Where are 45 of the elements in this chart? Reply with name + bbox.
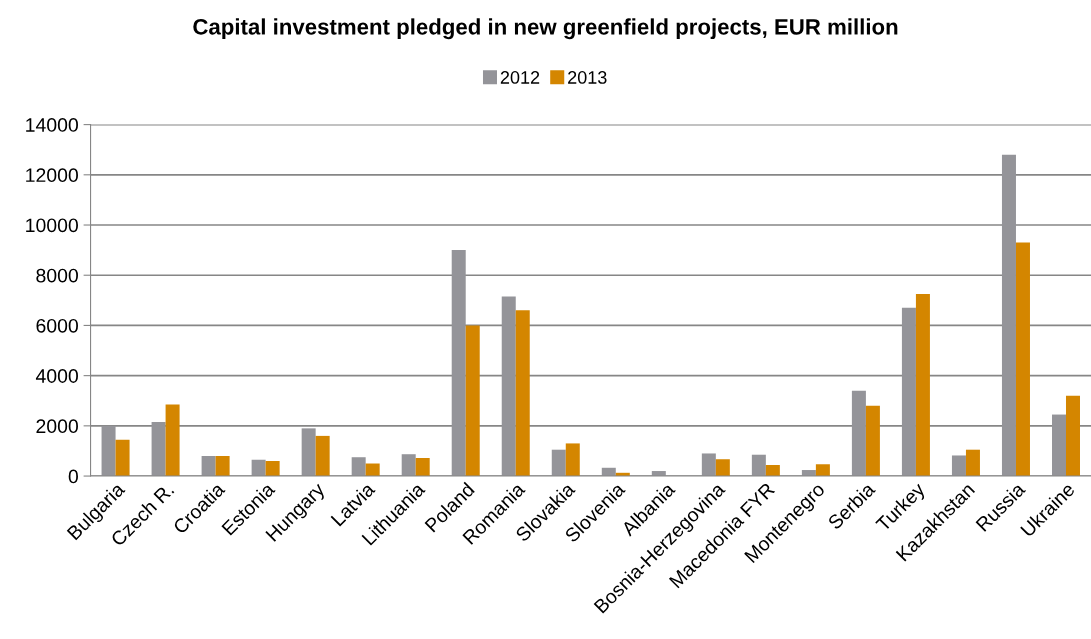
bar <box>351 457 366 477</box>
bar <box>501 296 516 477</box>
bar <box>815 464 830 477</box>
bar <box>551 449 566 477</box>
legend-label: 2013 <box>568 71 607 84</box>
y-tick-label: 2000 <box>36 419 78 434</box>
chart-title: Capital investment pledged in new greenfield projects, EUR million <box>193 18 898 40</box>
bar <box>765 465 780 477</box>
bar <box>465 325 480 477</box>
bar <box>451 250 466 477</box>
bar <box>1051 414 1066 477</box>
bar <box>165 404 180 477</box>
y-tick-label: 12000 <box>26 168 78 183</box>
y-tick-label: 8000 <box>36 268 78 283</box>
bar <box>751 454 766 477</box>
bar <box>415 457 430 477</box>
bar <box>865 405 880 477</box>
bar <box>215 455 230 477</box>
y-tick-label: 4000 <box>35 369 78 383</box>
bar <box>251 459 266 477</box>
bar <box>151 422 166 477</box>
bar <box>951 455 966 477</box>
bar <box>301 428 316 477</box>
bar <box>1001 154 1016 477</box>
bar <box>715 459 730 477</box>
y-tick-label: 0 <box>68 469 78 484</box>
bar <box>101 425 116 477</box>
bar <box>265 460 280 477</box>
y-tick-label: 10000 <box>26 218 78 233</box>
bar <box>201 455 216 477</box>
bar <box>115 439 130 477</box>
bar <box>965 449 980 477</box>
y-tick-label: 14000 <box>26 118 78 132</box>
bar <box>701 453 716 477</box>
legend-label: 2012 <box>500 71 540 84</box>
bar <box>915 294 930 477</box>
y-tick-label: 6000 <box>36 318 78 333</box>
bar <box>315 435 330 477</box>
bar <box>515 310 530 477</box>
bar <box>901 307 916 477</box>
bar <box>401 454 416 477</box>
bar <box>1065 395 1080 477</box>
bar <box>565 443 580 477</box>
bar <box>1015 242 1030 477</box>
bar <box>851 390 866 477</box>
